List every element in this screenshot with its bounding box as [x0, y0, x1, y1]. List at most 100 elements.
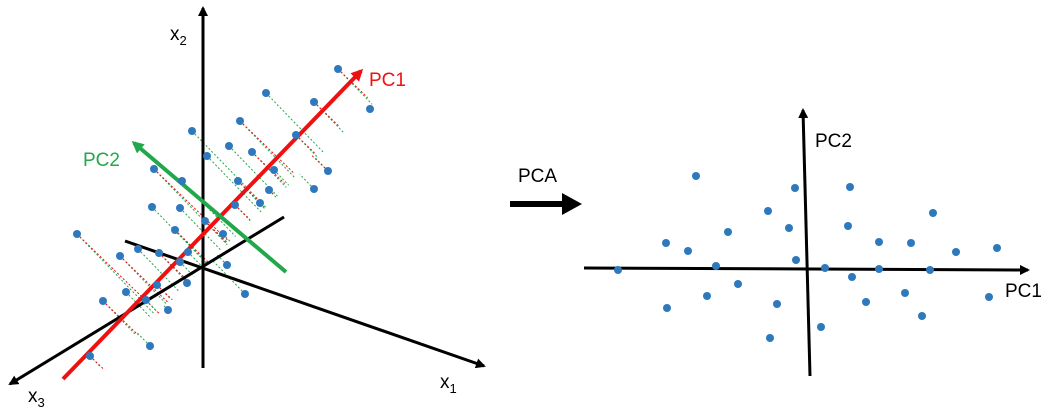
data-point: [236, 117, 244, 125]
projection-line-pc1: [251, 151, 286, 184]
projected-point: [703, 292, 711, 300]
data-point: [176, 258, 184, 266]
data-point: [310, 185, 318, 193]
data-point: [262, 89, 270, 97]
right-2d-plot: PC2 PC1: [583, 108, 1042, 377]
pc2-axis: [131, 141, 288, 274]
pc1-label-left: PC1: [369, 70, 406, 91]
left-data-points: [73, 65, 374, 360]
projected-point: [791, 184, 799, 192]
projected-point: [907, 239, 915, 247]
projected-point: [817, 323, 825, 331]
data-point: [256, 199, 264, 207]
projected-point: [952, 248, 960, 256]
right-data-points: [614, 172, 1001, 342]
projection-line-pc1: [158, 252, 190, 283]
x2-axis-label: x2: [170, 24, 187, 48]
projection-line-pc1: [119, 255, 170, 304]
projected-point: [862, 298, 870, 306]
projected-point: [901, 289, 909, 297]
projection-line-pc1: [76, 233, 160, 314]
data-point: [99, 297, 107, 305]
projected-point: [785, 224, 793, 232]
data-point: [201, 217, 209, 225]
data-point: [225, 142, 233, 150]
projection-line-pc2: [265, 92, 324, 153]
projection-line-pc1: [153, 168, 230, 242]
projection-line-pc2: [136, 331, 151, 347]
data-point: [188, 127, 196, 135]
projected-point: [792, 256, 800, 264]
x1-axis-label: x1: [440, 372, 457, 396]
data-point: [146, 342, 154, 350]
projection-line-pc1: [337, 68, 369, 99]
projection-line-pc1: [313, 101, 340, 128]
projection-line-pc2: [273, 169, 290, 186]
data-point: [171, 226, 179, 234]
projection-line-pc2: [299, 173, 315, 190]
data-point: [241, 290, 249, 298]
pc2-label-left: PC2: [83, 150, 120, 171]
data-point: [203, 152, 211, 160]
projected-point: [875, 265, 883, 273]
data-point: [134, 245, 142, 253]
projected-point: [663, 304, 671, 312]
data-point: [164, 306, 172, 314]
projected-point: [875, 238, 883, 246]
projected-point: [734, 280, 742, 288]
projection-line-pc2: [158, 252, 189, 284]
data-point: [223, 261, 231, 269]
data-point: [184, 248, 192, 256]
projected-point: [985, 293, 993, 301]
data-point: [73, 230, 81, 238]
projection-line-pc1: [295, 134, 315, 154]
projection-line-pc1: [239, 120, 295, 174]
data-point: [231, 201, 239, 209]
projected-point: [684, 247, 692, 255]
pc2-label-right: PC2: [815, 131, 852, 152]
projected-point: [614, 266, 622, 274]
projection-line-pc1: [89, 355, 105, 371]
projected-point: [821, 264, 829, 272]
projected-point: [724, 228, 732, 236]
left-3d-plot: x2 x1 x3 PC1 PC2: [8, 6, 486, 410]
projected-point: [692, 172, 700, 180]
data-point: [148, 203, 156, 211]
projection-line-pc2: [179, 207, 222, 251]
projected-point: [993, 244, 1001, 252]
pc2-axis-right: [798, 108, 812, 377]
data-point: [183, 279, 191, 287]
x1-axis: [124, 239, 486, 369]
x3-axis-label: x3: [28, 386, 45, 410]
projection-line-pc1: [204, 220, 228, 244]
projection-line-pc2: [251, 151, 287, 188]
data-point: [265, 186, 273, 194]
pca-transform-arrow: PCA: [510, 166, 582, 215]
projection-line-pc2: [151, 206, 208, 265]
projection-line-pc1: [234, 204, 251, 220]
data-point: [234, 177, 242, 185]
data-point: [142, 296, 150, 304]
projected-point: [764, 207, 772, 215]
projected-point: [918, 312, 926, 320]
data-point: [248, 148, 256, 156]
pc1-label-right: PC1: [1005, 281, 1042, 302]
pca-label: PCA: [518, 166, 557, 187]
projection-line-pc2: [119, 255, 167, 305]
projected-point: [926, 266, 934, 274]
data-point: [86, 352, 94, 360]
projected-point: [929, 209, 937, 217]
projected-point: [766, 334, 774, 342]
data-point: [292, 131, 300, 139]
pca-arrow-head: [562, 193, 582, 215]
data-point: [155, 249, 163, 257]
data-point: [153, 281, 161, 289]
projection-line-pc2: [313, 101, 344, 133]
projection-line-pc2: [206, 155, 262, 213]
projected-point: [846, 183, 854, 191]
data-point: [310, 98, 318, 106]
data-point: [270, 166, 278, 174]
data-point: [116, 252, 124, 260]
data-point: [150, 165, 158, 173]
